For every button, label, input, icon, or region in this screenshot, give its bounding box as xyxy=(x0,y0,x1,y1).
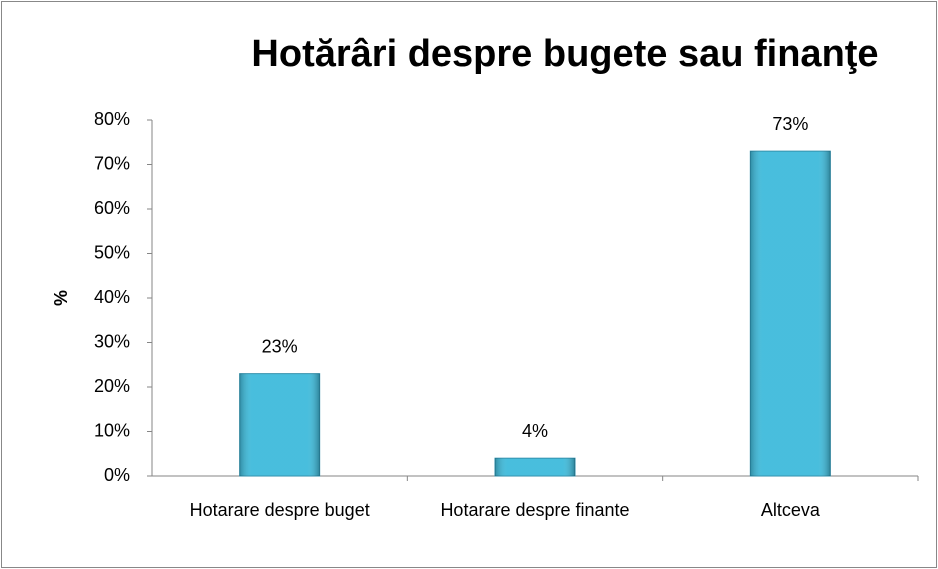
chart-title: Hotărâri despre bugete sau finanţe xyxy=(251,33,878,75)
value-label: 4% xyxy=(522,421,548,441)
y-tick-label: 70% xyxy=(94,153,130,173)
y-tick-label: 20% xyxy=(94,376,130,396)
bar xyxy=(749,150,831,477)
x-tick-label: Hotarare despre buget xyxy=(189,500,370,520)
y-tick-label: 80% xyxy=(94,109,130,129)
bar xyxy=(239,373,321,477)
y-tick-label: 40% xyxy=(94,287,130,307)
x-tick-label: Altceva xyxy=(760,500,820,520)
y-tick-label: 50% xyxy=(94,242,130,262)
value-label: 23% xyxy=(262,336,298,356)
y-tick-label: 60% xyxy=(94,198,130,218)
x-tick-label: Hotarare despre finante xyxy=(440,500,630,520)
y-tick-label: 10% xyxy=(94,420,130,440)
y-tick-label: 0% xyxy=(104,465,130,485)
y-axis-label: % xyxy=(51,290,71,306)
y-tick-label: 30% xyxy=(94,331,130,351)
value-label: 73% xyxy=(772,114,808,134)
bar xyxy=(494,457,576,477)
